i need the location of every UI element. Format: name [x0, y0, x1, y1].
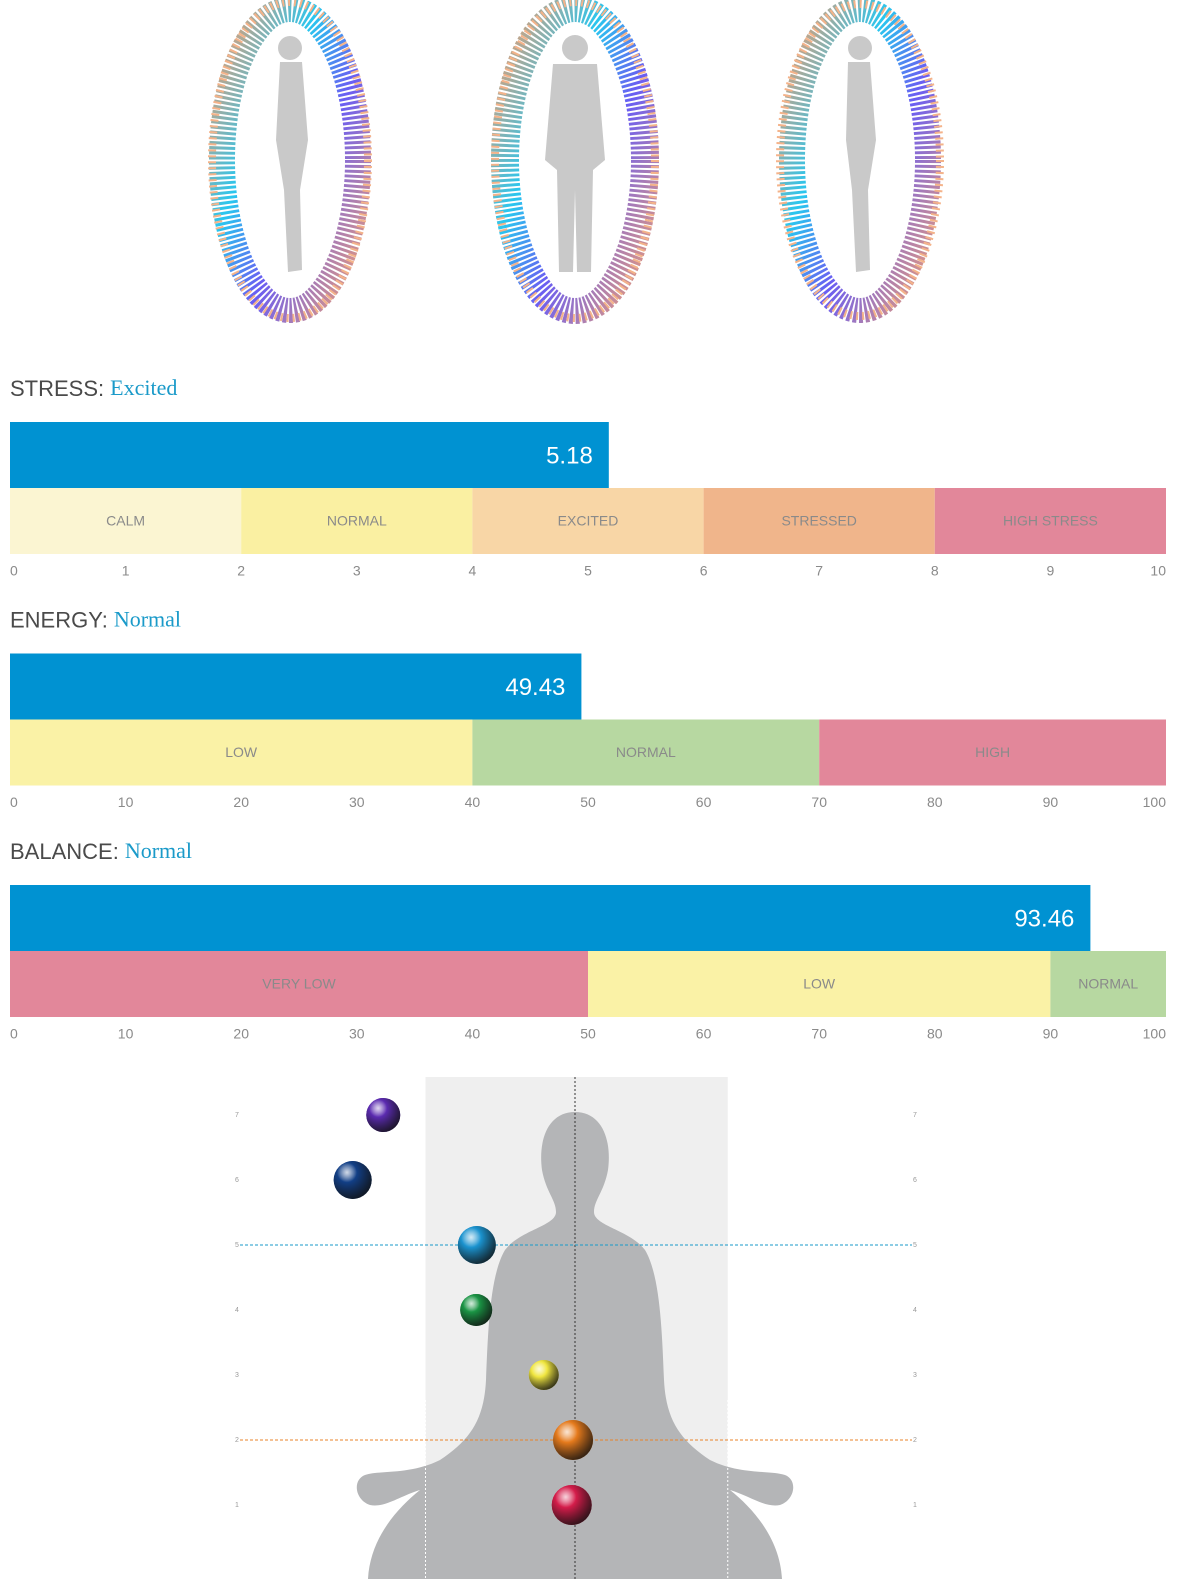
y-tick-label-right: 6 [913, 1177, 917, 1184]
zone-label: NORMAL [327, 513, 387, 529]
x-tick-label: 10 [1150, 563, 1166, 579]
x-tick-label: 4 [469, 563, 477, 579]
x-tick-label: 50 [580, 794, 596, 810]
zone-label: NORMAL [616, 744, 676, 760]
zone-label: CALM [106, 513, 145, 529]
x-tick-label: 3 [353, 563, 361, 579]
y-tick-label: 4 [235, 1307, 239, 1314]
y-tick-label: 3 [235, 1372, 239, 1379]
gauge-title: STRESS:Excited [10, 375, 177, 401]
chakra-ball [552, 1485, 592, 1525]
x-tick-label: 8 [931, 563, 939, 579]
gauge-title: BALANCE:Normal [10, 838, 192, 864]
x-tick-label: 6 [700, 563, 708, 579]
x-tick-label: 9 [1047, 563, 1055, 579]
y-tick-label: 2 [235, 1437, 239, 1444]
y-tick-label-right: 1 [913, 1502, 917, 1509]
x-tick-label: 100 [1143, 1026, 1167, 1042]
x-tick-label: 80 [927, 794, 943, 810]
x-tick-label: 20 [233, 1026, 249, 1042]
y-tick-label-right: 4 [913, 1307, 917, 1314]
aura-images [212, 2, 940, 318]
chakra-ball [366, 1098, 400, 1132]
x-tick-label: 2 [237, 563, 245, 579]
chakra-point [334, 1161, 372, 1199]
chakra-point [552, 1485, 592, 1525]
x-tick-label: 40 [465, 794, 481, 810]
x-tick-label: 0 [10, 794, 18, 810]
y-tick-label: 1 [235, 1502, 239, 1509]
y-tick-label-right: 2 [913, 1437, 917, 1444]
value-bar [10, 654, 581, 720]
chakra-point [458, 1226, 496, 1264]
chakra-ball [458, 1226, 496, 1264]
x-tick-label: 20 [233, 794, 249, 810]
zone-label: LOW [225, 744, 258, 760]
value-bar [10, 885, 1090, 951]
gauge-status: Normal [125, 838, 192, 863]
y-tick-label-right: 5 [913, 1242, 917, 1249]
y-tick-label: 5 [235, 1242, 239, 1249]
y-tick-label: 7 [235, 1112, 239, 1119]
aura-front [495, 2, 655, 318]
x-tick-label: 0 [10, 1026, 18, 1042]
x-tick-label: 90 [1043, 1026, 1059, 1042]
zone-label: STRESSED [781, 513, 856, 529]
aura-side-2 [780, 4, 940, 316]
x-tick-label: 60 [696, 1026, 712, 1042]
value-bar [10, 422, 609, 488]
chakra-ball [529, 1360, 559, 1390]
zone-label: HIGH STRESS [1003, 513, 1098, 529]
x-tick-label: 7 [815, 563, 823, 579]
x-tick-label: 50 [580, 1026, 596, 1042]
gauge-title-label: BALANCE: [10, 839, 119, 864]
zone-label: EXCITED [558, 513, 619, 529]
x-tick-label: 90 [1043, 794, 1059, 810]
x-tick-label: 5 [584, 563, 592, 579]
chakra-ball [334, 1161, 372, 1199]
x-tick-label: 30 [349, 1026, 365, 1042]
x-tick-label: 70 [811, 794, 827, 810]
gauges: STRESS:Excited 5.18 CALM NORMAL EXCITED STRES… [10, 375, 1166, 1042]
zone-label: VERY LOW [262, 976, 336, 992]
x-tick-label: 60 [696, 794, 712, 810]
gauge-title-label: ENERGY: [10, 607, 108, 632]
x-tick-label: 30 [349, 794, 365, 810]
gauge-status: Normal [114, 607, 181, 632]
value-label: 5.18 [546, 442, 593, 469]
gauge-title-label: STRESS: [10, 376, 104, 401]
x-tick-label: 0 [10, 563, 18, 579]
x-tick-label: 10 [118, 794, 134, 810]
aura-side [212, 2, 368, 318]
chakra-point [460, 1294, 492, 1326]
chakra-point [553, 1420, 593, 1460]
x-tick-label: 40 [465, 1026, 481, 1042]
page: STRESS:Excited 5.18 CALM NORMAL EXCITED STRES… [0, 0, 1179, 1579]
y-tick-label-right: 7 [913, 1112, 917, 1119]
gauge-title: ENERGY:Normal [10, 607, 181, 633]
value-label: 49.43 [505, 674, 565, 701]
x-tick-label: 1 [122, 563, 130, 579]
x-tick-label: 100 [1143, 794, 1167, 810]
chakra-ball [460, 1294, 492, 1326]
value-label: 93.46 [1014, 905, 1074, 932]
x-tick-label: 70 [811, 1026, 827, 1042]
y-tick-label: 6 [235, 1177, 239, 1184]
zone-label: NORMAL [1078, 976, 1138, 992]
chakra-point [529, 1360, 559, 1390]
chakra-ball [553, 1420, 593, 1460]
zone-label: HIGH [975, 744, 1010, 760]
x-tick-label: 80 [927, 1026, 943, 1042]
x-tick-label: 10 [118, 1026, 134, 1042]
gauge-status: Excited [110, 375, 177, 400]
chakra-point [366, 1098, 400, 1132]
chakra-chart: 1 1 2 2 3 3 4 4 5 5 6 6 7 7 [235, 1077, 917, 1579]
zone-label: LOW [803, 976, 836, 992]
y-tick-label-right: 3 [913, 1372, 917, 1379]
